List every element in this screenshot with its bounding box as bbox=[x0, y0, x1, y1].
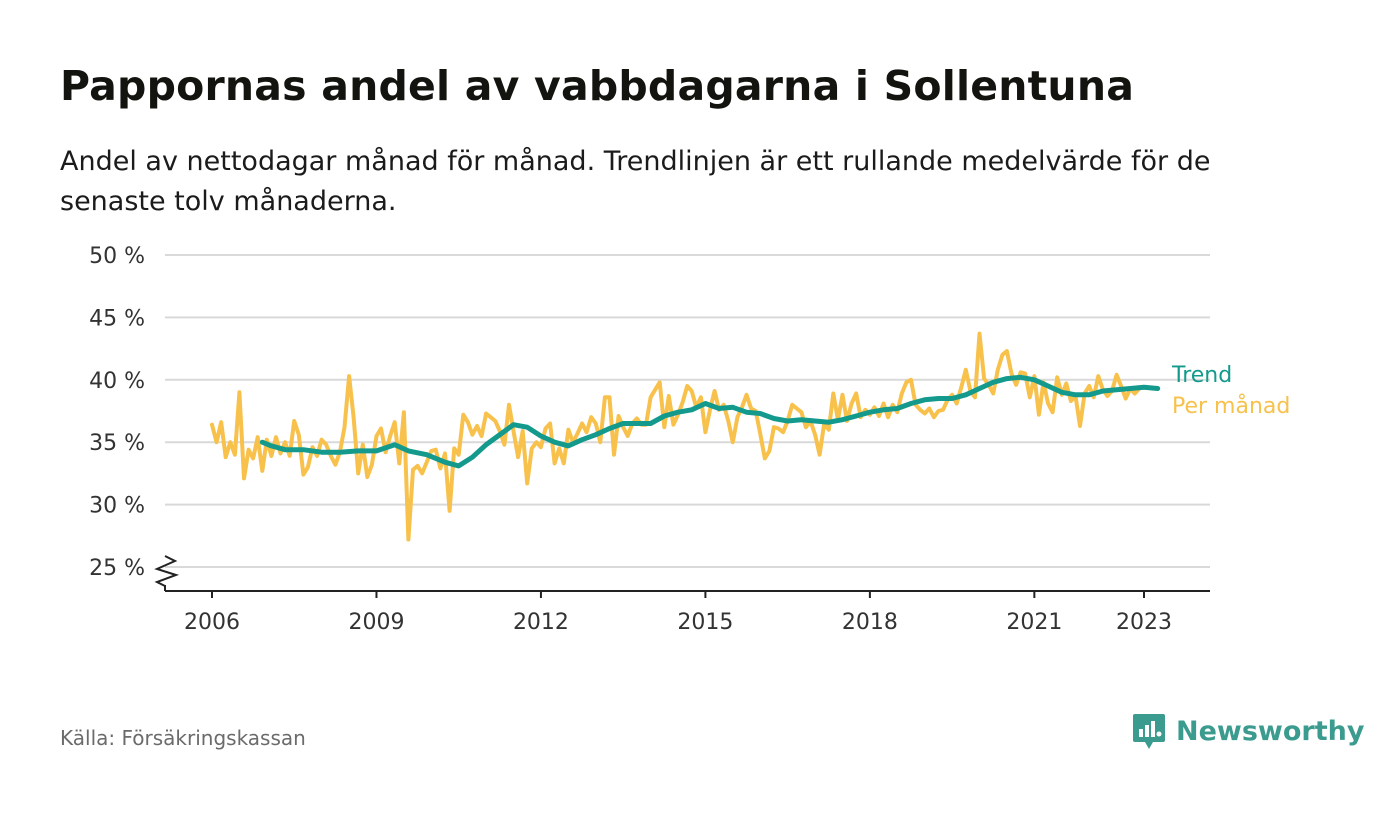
chart-subtitle: Andel av nettodagar månad för månad. Tre… bbox=[60, 146, 1211, 217]
x-tick-label: 2006 bbox=[184, 610, 240, 635]
x-tick-label: 2012 bbox=[513, 610, 569, 635]
trend-line bbox=[259, 374, 1161, 469]
x-tick-label: 2021 bbox=[1006, 610, 1062, 635]
y-tick-label: 50 % bbox=[89, 244, 145, 269]
axes bbox=[154, 555, 1210, 592]
source-note: Källa: Försäkringskassan bbox=[60, 726, 306, 750]
chart-bubble-icon bbox=[1133, 714, 1165, 749]
y-tick-label: 40 % bbox=[89, 369, 145, 394]
y-tick-label: 30 % bbox=[89, 494, 145, 519]
x-tick-label: 2018 bbox=[842, 610, 898, 635]
x-tick-label: 2023 bbox=[1116, 610, 1172, 635]
y-axis-ticks: 25 % 30 % 35 % 40 % 45 % 50 % bbox=[89, 244, 145, 581]
series-labels: Trend Per månad bbox=[1171, 363, 1290, 419]
x-tick-label: 2009 bbox=[348, 610, 404, 635]
y-tick-label: 45 % bbox=[89, 306, 145, 331]
chart-title: Pappornas andel av vabbdagarna i Sollent… bbox=[60, 62, 1135, 110]
x-axis-ticks: 2006 2009 2012 2015 2018 2021 2023 bbox=[184, 591, 1172, 635]
y-tick-label: 35 % bbox=[89, 431, 145, 456]
trend-label: Trend bbox=[1171, 363, 1232, 388]
brand-name: Newsworthy bbox=[1176, 715, 1365, 747]
x-tick-label: 2015 bbox=[677, 610, 733, 635]
newsworthy-logo[interactable]: Newsworthy bbox=[1132, 712, 1364, 750]
series bbox=[210, 331, 1161, 542]
monthly-line bbox=[210, 331, 1142, 542]
monthly-label: Per månad bbox=[1172, 393, 1290, 419]
y-tick-label: 25 % bbox=[89, 556, 145, 581]
axis-break-icon bbox=[154, 555, 180, 587]
